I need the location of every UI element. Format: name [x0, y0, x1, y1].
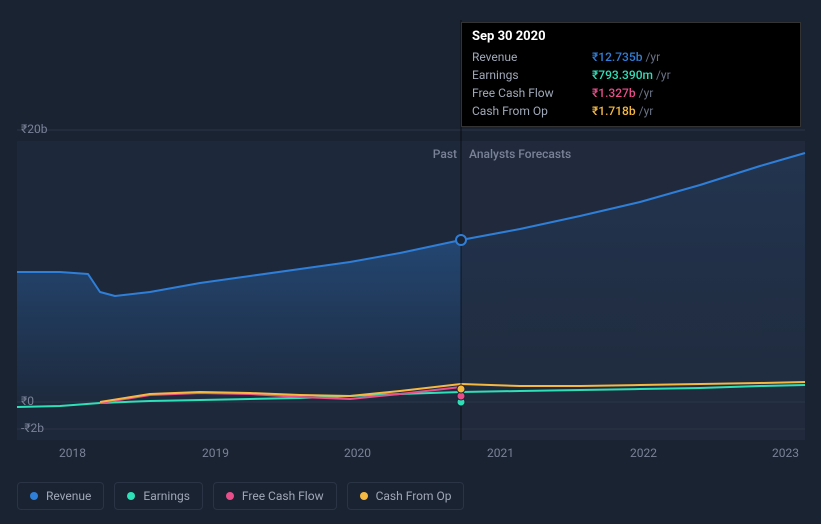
legend-item-cfo[interactable]: Cash From Op	[347, 482, 465, 510]
legend-label: Free Cash Flow	[242, 489, 324, 503]
past-section-label: Past	[433, 147, 457, 161]
legend-dot-icon	[226, 492, 234, 500]
legend-label: Cash From Op	[376, 489, 452, 503]
legend-item-revenue[interactable]: Revenue	[17, 482, 104, 510]
x-tick-label: 2020	[344, 446, 371, 460]
legend-dot-icon	[127, 492, 135, 500]
tooltip-metric-unit: /yr	[656, 68, 671, 82]
legend-label: Earnings	[143, 489, 190, 503]
tooltip-metric-unit: /yr	[639, 86, 654, 100]
data-tooltip: Sep 30 2020 Revenue ₹12.735b/yr Earnings ₹7…	[461, 22, 801, 127]
legend-dot-icon	[360, 492, 368, 500]
tooltip-metric-label: Revenue	[472, 50, 572, 64]
x-tick-label: 2018	[59, 446, 86, 460]
tooltip-metric-label: Free Cash Flow	[472, 86, 572, 100]
x-tick-label: 2021	[487, 446, 514, 460]
legend-item-fcf[interactable]: Free Cash Flow	[213, 482, 337, 510]
tooltip-date: Sep 30 2020	[472, 29, 790, 44]
tooltip-metric-label: Earnings	[472, 68, 572, 82]
tooltip-metric-value: ₹1.718b/yr	[592, 104, 653, 118]
y-tick-label: ₹0	[21, 394, 34, 408]
forecast-section-label: Analysts Forecasts	[469, 147, 571, 161]
x-tick-label: 2023	[772, 446, 799, 460]
tooltip-row: Cash From Op ₹1.718b/yr	[472, 102, 790, 120]
legend-label: Revenue	[46, 489, 91, 503]
tooltip-metric-value: ₹12.735b/yr	[592, 50, 660, 64]
x-tick-label: 2019	[202, 446, 229, 460]
tooltip-metric-unit: /yr	[645, 50, 660, 64]
x-tick-label: 2022	[630, 446, 657, 460]
chart-legend: Revenue Earnings Free Cash Flow Cash From O…	[17, 482, 464, 510]
tooltip-metric-label: Cash From Op	[472, 104, 572, 118]
tooltip-metric-value: ₹1.327b/yr	[592, 86, 653, 100]
tooltip-row: Earnings ₹793.390m/yr	[472, 66, 790, 84]
y-tick-label: ₹20b	[21, 122, 47, 136]
legend-item-earnings[interactable]: Earnings	[114, 482, 203, 510]
y-tick-label: -₹2b	[21, 421, 44, 435]
legend-dot-icon	[30, 492, 38, 500]
tooltip-row: Free Cash Flow ₹1.327b/yr	[472, 84, 790, 102]
tooltip-row: Revenue ₹12.735b/yr	[472, 48, 790, 66]
tooltip-metric-value: ₹793.390m/yr	[592, 68, 671, 82]
tooltip-metric-unit: /yr	[639, 104, 654, 118]
